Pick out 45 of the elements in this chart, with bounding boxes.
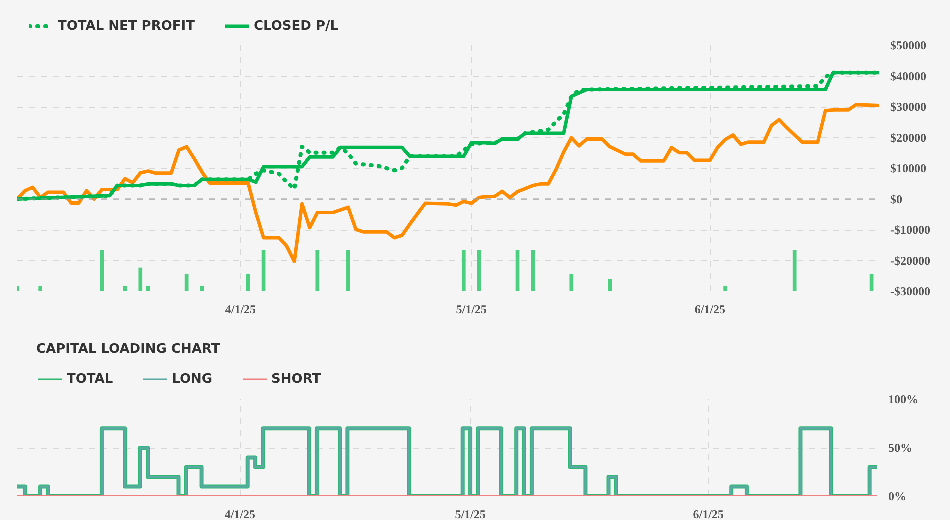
x-tick-label: 6/1/25 (693, 508, 724, 520)
legend-label: TOTAL (67, 372, 114, 386)
y-tick-label: $50000 (890, 38, 926, 52)
x-tick-label: 5/1/25 (455, 508, 486, 520)
bar (531, 250, 536, 292)
x-tick-label: 6/1/25 (694, 302, 726, 316)
x-tick-label: 4/1/25 (225, 302, 256, 316)
bar (792, 250, 797, 292)
bar (477, 250, 482, 292)
y-tick-label: -$10000 (890, 223, 930, 237)
y-tick-label: $0 (890, 192, 902, 206)
bar (100, 250, 104, 292)
y-tick-label: -$30000 (890, 284, 930, 298)
y-tick-label: 100% (888, 392, 918, 406)
bar (262, 250, 266, 292)
x-tick-label: 4/1/25 (224, 508, 256, 520)
y-tick-label: $20000 (890, 130, 926, 145)
legend-label: CLOSED P/L (254, 18, 339, 34)
line-series (18, 103, 880, 264)
bar (138, 268, 143, 292)
legend-label: LONG (172, 372, 213, 386)
bar (516, 250, 520, 292)
bar (724, 286, 728, 292)
bar (146, 286, 150, 292)
legend-label: SHORT (272, 372, 322, 386)
bar (462, 250, 466, 292)
bar (570, 274, 574, 292)
chart-title: CAPITAL LOADING CHART (36, 342, 220, 357)
bar (246, 274, 250, 292)
y-tick-label: 0% (888, 490, 906, 504)
x-tick-label: 5/1/25 (456, 302, 487, 316)
bar (184, 274, 189, 292)
bar (608, 279, 612, 292)
bar (38, 286, 43, 292)
bar (316, 250, 320, 292)
y-tick-label: $40000 (890, 69, 926, 84)
bar (346, 250, 350, 292)
bar (123, 286, 128, 292)
y-tick-label: $30000 (890, 100, 926, 114)
y-tick-label: -$20000 (890, 254, 930, 268)
y-tick-label: 50% (888, 441, 912, 455)
y-tick-label: $10000 (890, 162, 926, 176)
legend-label: TOTAL NET PROFIT (58, 18, 195, 34)
bar (200, 286, 204, 292)
bar (870, 274, 874, 292)
